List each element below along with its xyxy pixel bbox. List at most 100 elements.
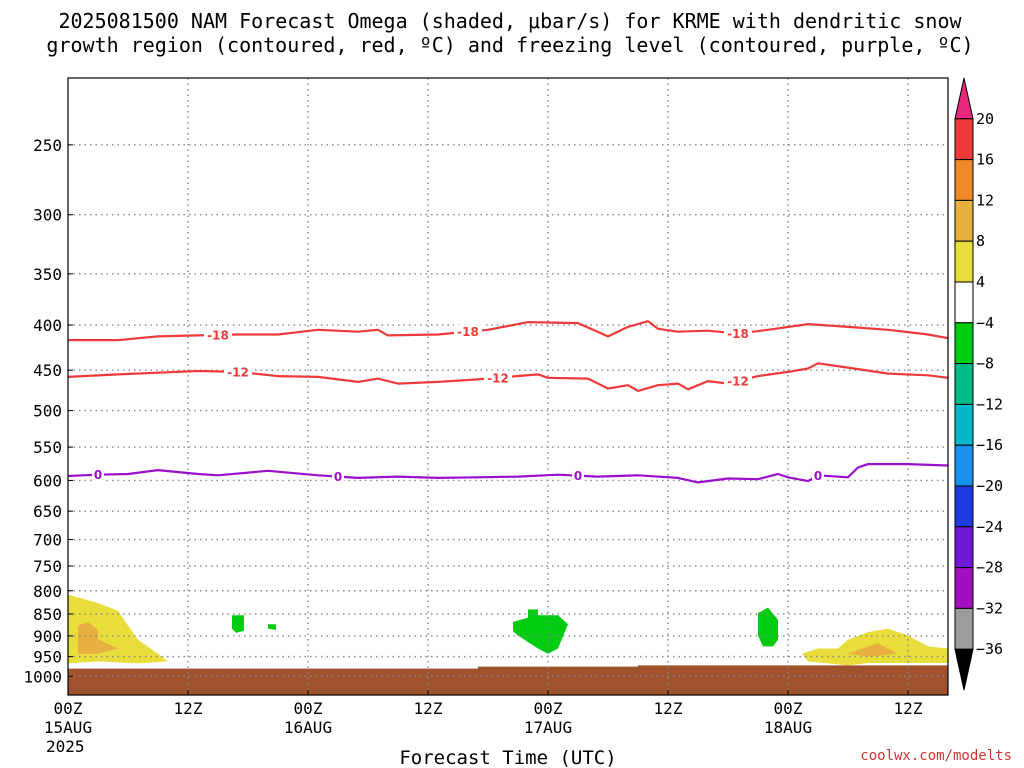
contour-line-minus18 [68, 320, 949, 342]
contour-label-bg [204, 327, 232, 342]
x-tick-label: 12Z [174, 699, 203, 718]
contour-lines [67, 320, 949, 484]
omega-region-2 [232, 615, 244, 633]
colorbar-label: −24 [976, 518, 1003, 536]
y-axis-ticks: 250 300 350 400 450 500 550 600 650 700 750 800 850 9… [23, 136, 73, 686]
x-axis-title: Forecast Time (UTC) [399, 747, 616, 768]
contour-label-bg [812, 468, 824, 483]
x-tick-label: 00Z [54, 699, 83, 718]
colorbar-bin [954, 363, 974, 405]
contour-line-0 [67, 463, 949, 484]
contour-label: -18 [727, 327, 749, 341]
contour-label-bg [332, 469, 344, 484]
y-tick-label: 450 [33, 361, 62, 380]
y-tick-label: 650 [33, 502, 62, 521]
contour-label: -18 [207, 328, 229, 342]
colorbar-label: 20 [976, 110, 994, 128]
colorbar-label: 16 [976, 151, 994, 169]
colorbar-bin [954, 118, 974, 161]
x-tick-year: 2025 [46, 737, 85, 756]
x-tick-label: 00Z [774, 699, 803, 718]
colorbar-label: −20 [976, 477, 1003, 495]
y-tick-label: 300 [33, 206, 62, 225]
ground-region [68, 665, 948, 695]
colorbar-label: −16 [976, 436, 1003, 454]
omega-region-1 [78, 622, 118, 654]
x-tick-date: 18AUG [764, 718, 812, 737]
y-tick-label: 250 [33, 136, 62, 155]
colorbar-bin [954, 607, 974, 650]
contour-label: -12 [487, 371, 509, 385]
contour-labels: -18 -18 -18 -12 -12 -12 0 0 0 0 [92, 324, 824, 484]
colorbar-top-arrow [954, 77, 974, 120]
colorbar-label: −4 [976, 314, 994, 332]
contour-label: 0 [814, 469, 822, 483]
chart-title-line2: growth region (contoured, red, ºC) and f… [46, 33, 973, 57]
colorbar-bottom-arrow [954, 648, 974, 691]
chart-title-line1: 2025081500 NAM Forecast Omega (shaded, μ… [58, 9, 962, 33]
x-tick-label: 00Z [534, 699, 563, 718]
colorbar-label: −8 [976, 355, 994, 373]
colorbar-bin [954, 526, 974, 569]
contour-label-bg [454, 324, 482, 339]
colorbar-label: 8 [976, 232, 985, 250]
y-tick-label: 950 [33, 648, 62, 667]
y-tick-label: 850 [33, 605, 62, 624]
contour-line-minus12 [67, 362, 949, 392]
colorbar-bin [954, 403, 974, 446]
colorbar-bin [954, 281, 974, 324]
y-tick-label: 350 [33, 265, 62, 284]
omega-region-4 [513, 609, 568, 654]
omega-region-7 [848, 643, 898, 657]
contour-label: 0 [94, 468, 102, 482]
y-tick-label: 600 [33, 471, 62, 490]
colorbar-label: −28 [976, 559, 1003, 577]
contour-label-bg [224, 364, 252, 379]
colorbar-bin [954, 567, 974, 609]
y-tick-label: 1000 [23, 667, 62, 686]
contour-label: -18 [457, 325, 479, 339]
colorbar-bin [954, 444, 974, 487]
contour-label: -12 [227, 365, 249, 379]
grid-lines [68, 78, 948, 695]
y-tick-label: 550 [33, 438, 62, 457]
y-tick-label: 400 [33, 316, 62, 335]
contour-label: -12 [727, 375, 749, 389]
colorbar-label: 12 [976, 191, 994, 209]
colorbar-label: −32 [976, 599, 1003, 617]
colorbar-bin [954, 159, 974, 201]
y-tick-label: 900 [33, 627, 62, 646]
x-tick-label: 12Z [654, 699, 683, 718]
colorbar-bin [954, 485, 974, 528]
x-tick-date: 17AUG [524, 718, 572, 737]
omega-colorbar: 20 16 12 8 4 −4 −8 −12 −16 −20 −24 −28 −32 −36 [954, 77, 1003, 691]
colorbar-label: −12 [976, 395, 1003, 413]
y-tick-label: 500 [33, 402, 62, 421]
colorbar-bin [954, 240, 974, 283]
colorbar-label: −36 [976, 640, 1003, 658]
contour-label-bg [724, 326, 752, 341]
colorbar-label: 4 [976, 273, 985, 291]
contour-label: 0 [574, 469, 582, 483]
contour-label-bg [92, 467, 104, 482]
omega-shaded-regions [68, 594, 948, 695]
y-tick-label: 800 [33, 582, 62, 601]
x-tick-label: 00Z [294, 699, 323, 718]
y-tick-label: 700 [33, 531, 62, 550]
x-tick-label: 12Z [414, 699, 443, 718]
colorbar-bin [954, 199, 974, 242]
colorbar-bin [954, 322, 974, 365]
plot-frame [67, 77, 949, 696]
contour-label-bg [484, 370, 512, 385]
contour-label: 0 [334, 470, 342, 484]
x-tick-date: 16AUG [284, 718, 332, 737]
credit-text: coolwx.com/modelts [860, 748, 1012, 764]
omega-region-3 [268, 624, 276, 630]
x-tick-date: 15AUG [44, 718, 92, 737]
y-tick-label: 750 [33, 557, 62, 576]
omega-region-5 [758, 607, 778, 647]
contour-label-bg [572, 468, 584, 483]
x-tick-label: 12Z [894, 699, 923, 718]
